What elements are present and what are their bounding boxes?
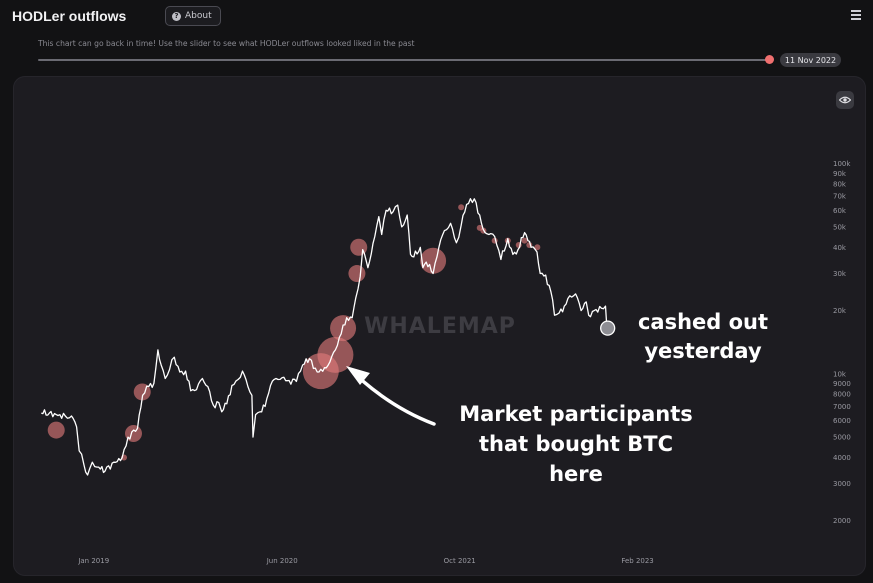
y-tick-label: 80k — [833, 181, 847, 189]
y-tick-label: 50k — [833, 223, 847, 231]
price-series-line — [41, 198, 609, 476]
annotation-market-line: Market participants — [459, 402, 693, 426]
outflow-bubble — [47, 421, 65, 439]
annotation-arrowhead — [346, 366, 370, 385]
y-tick-label: 8000 — [833, 391, 851, 399]
y-tick-label: 10k — [833, 370, 847, 378]
x-tick-label: Jan 2019 — [77, 557, 109, 565]
y-tick-label: 20k — [833, 307, 847, 315]
y-tick-label: 40k — [833, 244, 847, 252]
outflow-bubble — [458, 204, 465, 211]
y-tick-label: 60k — [833, 207, 847, 215]
time-slider-track[interactable] — [38, 59, 769, 61]
annotation-cashed-line: cashed out — [638, 310, 768, 334]
y-tick-label: 70k — [833, 193, 847, 201]
question-icon: ? — [172, 11, 181, 21]
hamburger-menu-icon[interactable] — [851, 10, 861, 20]
y-tick-label: 90k — [833, 170, 847, 178]
visibility-toggle-button[interactable] — [836, 91, 854, 109]
slider-hint: This chart can go back in time! Use the … — [38, 39, 415, 48]
latest-price-marker — [600, 320, 616, 336]
annotation-market-line: here — [549, 462, 603, 486]
outflow-bubble — [348, 265, 366, 283]
y-tick-label: 4000 — [833, 454, 851, 462]
about-label: About — [185, 11, 212, 21]
about-button[interactable]: ? About — [165, 6, 221, 26]
outflow-bubble — [521, 237, 528, 244]
annotation-cashed-line: yesterday — [644, 339, 762, 363]
outflow-bubble — [420, 247, 447, 274]
watermark: WHALEMAP — [364, 314, 516, 339]
eye-icon — [839, 96, 851, 104]
time-slider-handle[interactable] — [765, 55, 774, 64]
y-tick-label: 3000 — [833, 480, 851, 488]
annotation-arrow — [354, 373, 436, 426]
page-title: HODLer outflows — [12, 8, 127, 24]
slider-date-badge: 11 Nov 2022 — [780, 53, 841, 67]
y-tick-label: 100k — [833, 160, 851, 168]
y-tick-label: 30k — [833, 270, 847, 278]
chart-panel — [13, 76, 866, 576]
top-bar: HODLer outflows ? About — [0, 0, 873, 34]
x-tick-label: Jun 2020 — [266, 557, 298, 565]
outflow-bubble — [317, 336, 354, 373]
y-tick-label: 6000 — [833, 417, 851, 425]
x-tick-label: Feb 2023 — [621, 557, 653, 565]
outflow-bubble — [534, 244, 541, 251]
x-tick-label: Oct 2021 — [444, 557, 476, 565]
annotation-market-line: that bought BTC — [479, 432, 673, 456]
y-tick-label: 2000 — [833, 517, 851, 525]
y-tick-label: 5000 — [833, 434, 851, 442]
y-tick-label: 9000 — [833, 380, 851, 388]
y-tick-label: 7000 — [833, 403, 851, 411]
